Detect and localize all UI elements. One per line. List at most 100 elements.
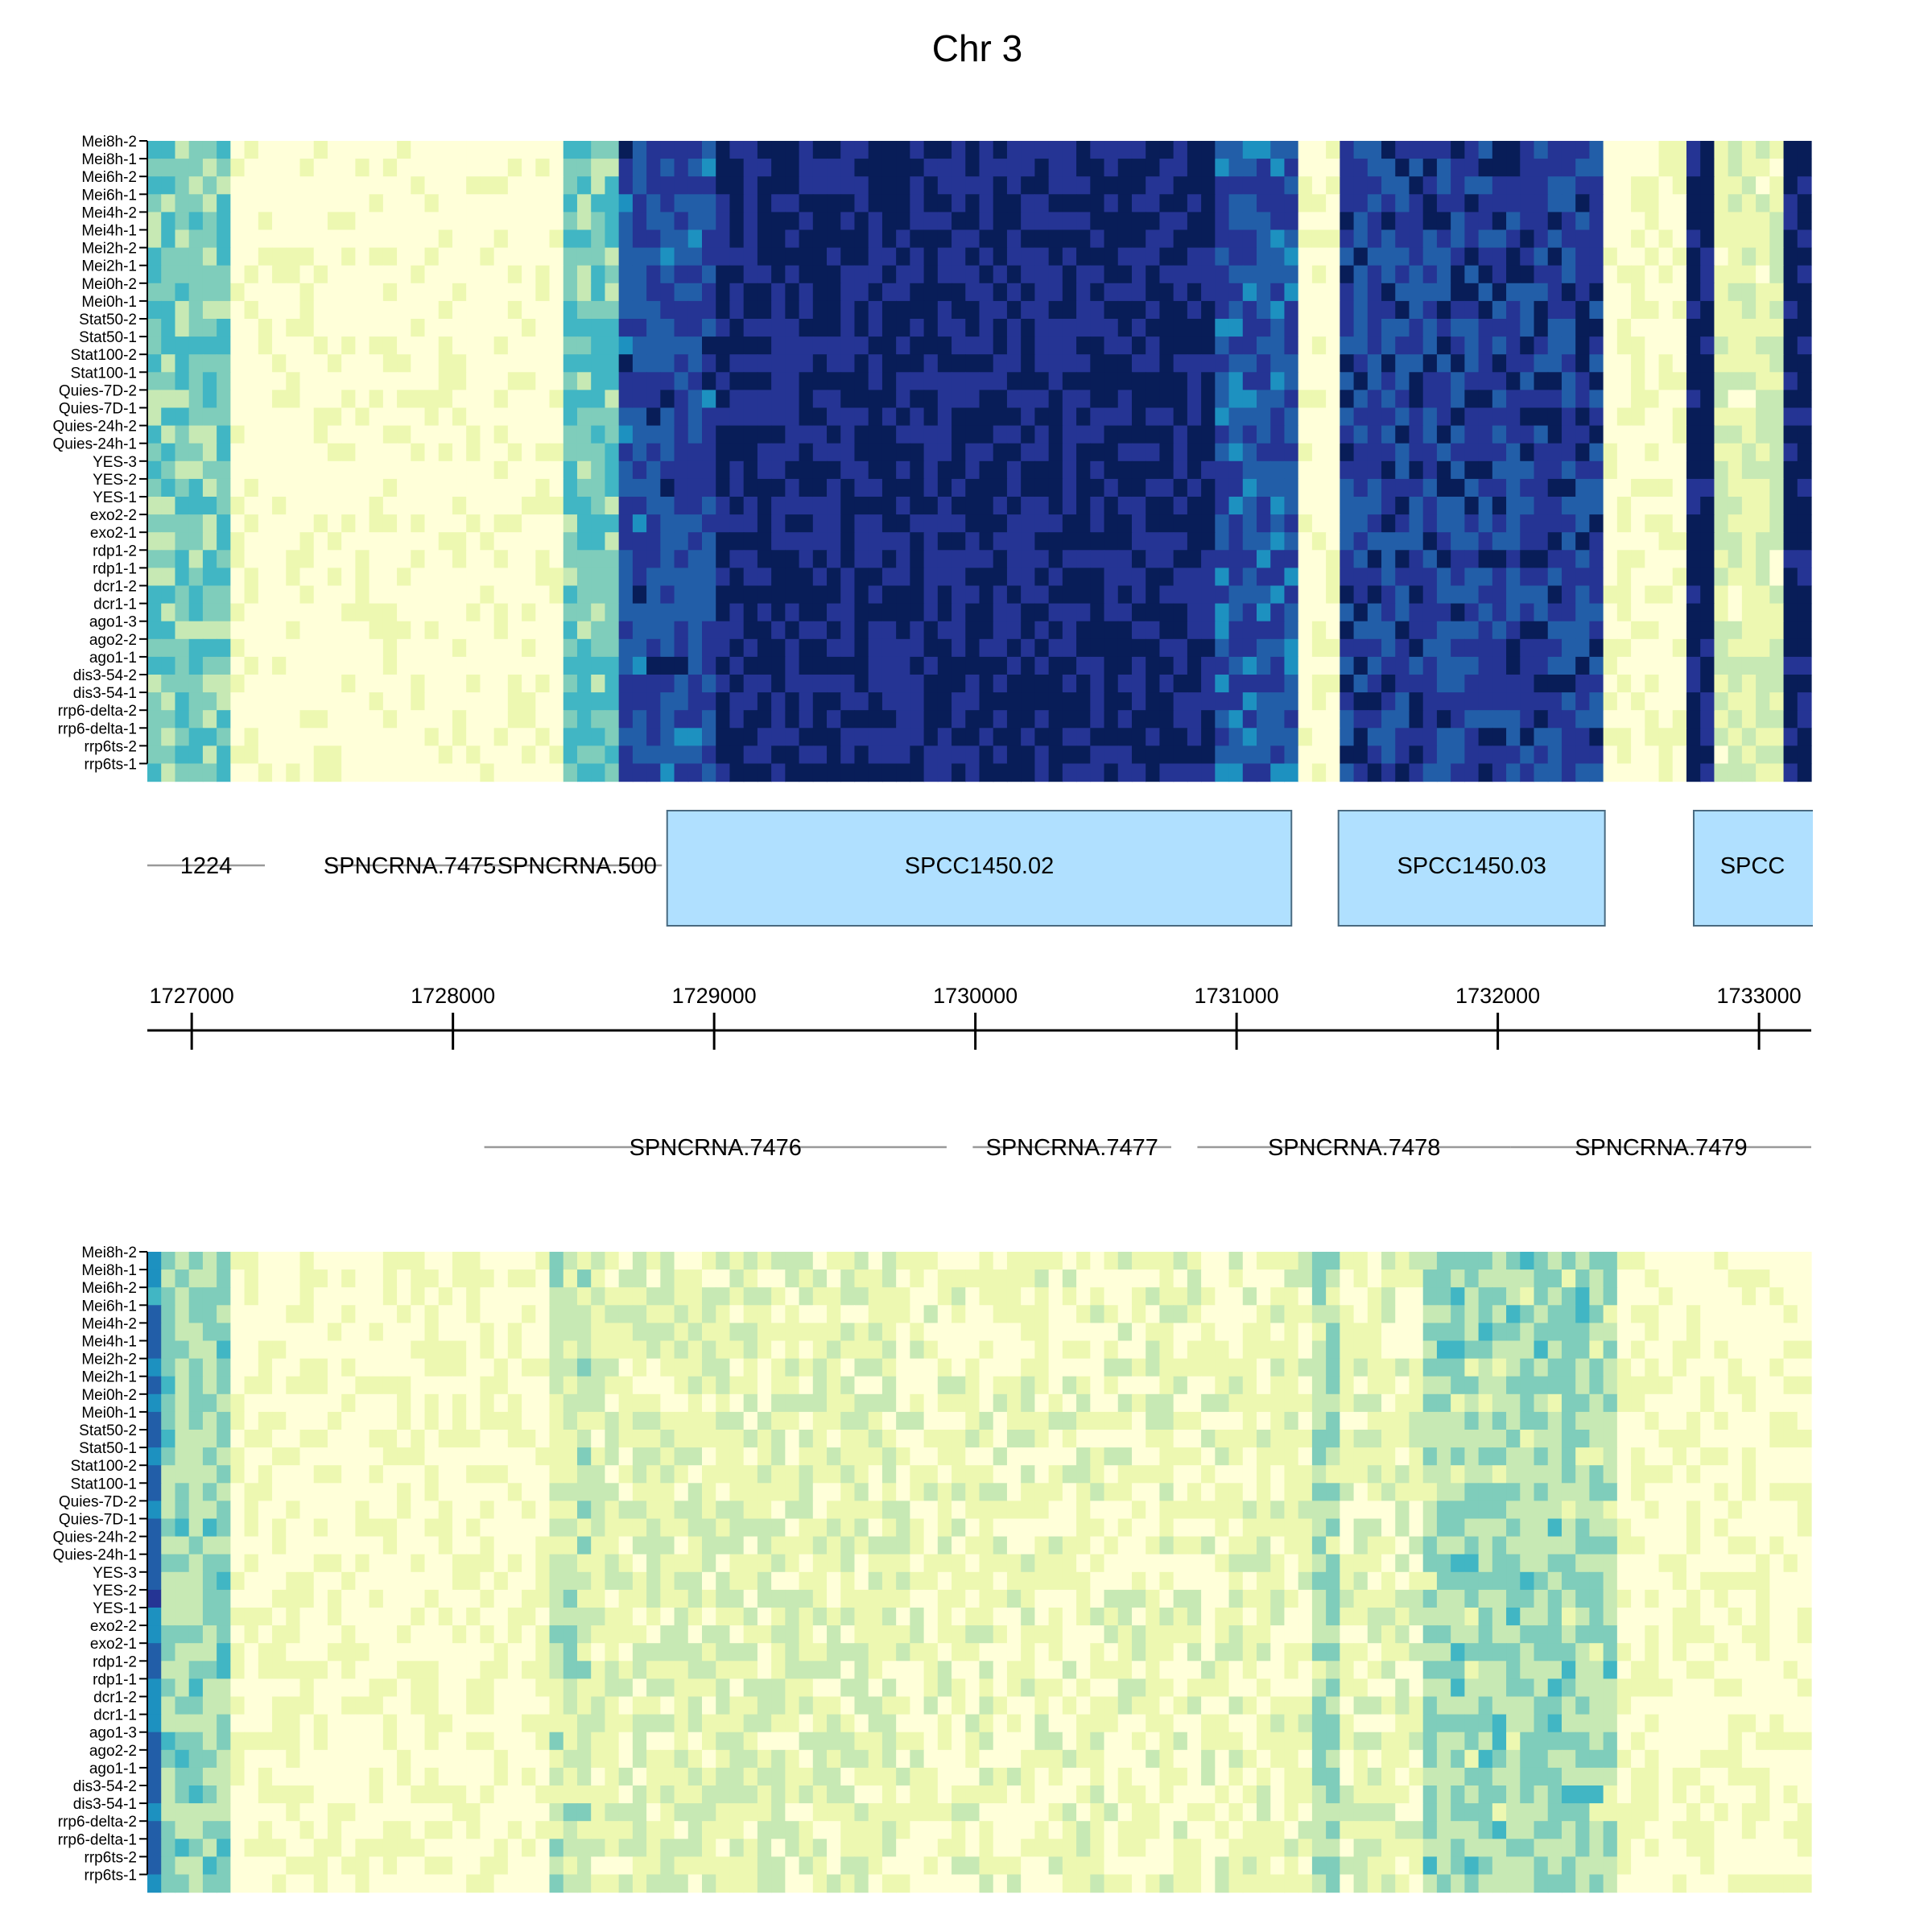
heatmap-cell [424,478,440,497]
heatmap-cell [1700,354,1715,373]
heatmap-cell [923,568,939,587]
heatmap-cell [1311,550,1327,568]
heatmap-cell [1257,1287,1271,1306]
heatmap-cell [743,354,758,373]
heatmap-cell [1686,390,1701,409]
heatmap-cell [563,550,578,568]
heatmap-cell [1603,336,1618,355]
heatmap-cell [1520,532,1535,551]
heatmap-cell [1797,265,1812,284]
heatmap-cell [1131,141,1146,159]
heatmap-cell [1686,656,1701,675]
heatmap-cell [1201,194,1216,213]
heatmap-cell [1284,1323,1299,1342]
heatmap-cell [1506,692,1521,711]
heatmap-cell [1173,710,1188,729]
heatmap-cell [785,728,800,746]
heatmap-cell [355,497,370,515]
heatmap-cell [217,1323,231,1342]
heatmap-cell [868,621,883,640]
heatmap-cell [840,692,856,711]
heatmap-cell [411,354,426,373]
heatmap-cell [1242,265,1257,284]
heatmap-cell [1187,763,1202,782]
heatmap-cell [1616,728,1632,746]
heatmap-cell [1422,159,1438,177]
heatmap-cell [1381,372,1396,390]
heatmap-cell [1257,550,1271,568]
heatmap-cell [1783,460,1798,480]
heatmap-cell [605,497,620,515]
heatmap-cell [549,212,564,231]
heatmap-cell [355,336,370,355]
heatmap-cell [854,692,869,711]
heatmap-cell [411,1323,426,1342]
heatmap-cell [1326,247,1340,266]
heatmap-cell [1645,1287,1660,1306]
heatmap-cell [424,745,440,765]
heatmap-cell [605,745,620,765]
heatmap-cell [1589,443,1604,462]
heatmap-cell [923,283,939,302]
heatmap-cell [1672,425,1687,444]
heatmap-cell [1242,1269,1257,1288]
heatmap-cell [1464,300,1480,320]
heatmap-cell [1104,283,1119,302]
heatmap-cell [466,1269,481,1288]
heatmap-cell [258,443,273,462]
heatmap-cell [563,656,578,675]
heatmap-cell [952,141,966,159]
heatmap-cell [702,550,716,568]
heatmap-cell [480,194,495,213]
heatmap-cell [910,336,925,355]
heatmap-cell [411,425,426,444]
heatmap-cell [327,621,342,640]
heatmap-cell [272,247,287,266]
heatmap-cell [1451,265,1465,284]
heatmap-cell [660,603,675,622]
heatmap-cell [618,728,634,746]
heatmap-cell [1146,194,1161,213]
heatmap-cell [480,372,495,390]
heatmap-cell [591,1252,606,1270]
heatmap-cell [1464,550,1480,568]
heatmap-cell [896,478,910,497]
heatmap-cell [438,443,453,462]
heatmap-cell [576,247,592,266]
heatmap-cell [299,265,315,284]
heatmap-cell [605,621,620,640]
heatmap-cell [1159,176,1174,195]
heatmap-cell [729,656,745,675]
heatmap-cell [1741,141,1757,159]
heatmap-cell [1589,300,1604,320]
heatmap-cell [1645,532,1660,551]
heatmap-cell [1520,354,1535,373]
heatmap-cell [1547,692,1563,711]
heatmap-cell [535,568,551,587]
heatmap-cell [258,692,273,711]
heatmap-cell [1797,728,1812,746]
heatmap-cell [272,229,287,249]
heatmap-cell [937,319,952,337]
heatmap-cell [438,675,453,693]
heatmap-cell [1422,497,1438,515]
heatmap-cell [299,319,315,337]
heatmap-cell [424,319,440,337]
heatmap-cell [1603,319,1618,337]
heatmap-cell [1506,390,1521,409]
heatmap-cell [605,194,620,213]
heatmap-cell [1492,141,1507,159]
heatmap-cell [1326,550,1340,568]
heatmap-cell [1076,585,1091,605]
heatmap-cell [1728,460,1743,480]
heatmap-cell [799,675,814,693]
heatmap-cell [868,425,883,444]
heatmap-cell [299,728,315,746]
heatmap-cell [1090,194,1105,213]
heatmap-cell [1367,497,1382,515]
heatmap-cell [355,265,370,284]
heatmap-cell [1201,568,1216,587]
heatmap-cell [896,141,910,159]
heatmap-cell [1187,497,1202,515]
heatmap-cell [1589,478,1604,497]
